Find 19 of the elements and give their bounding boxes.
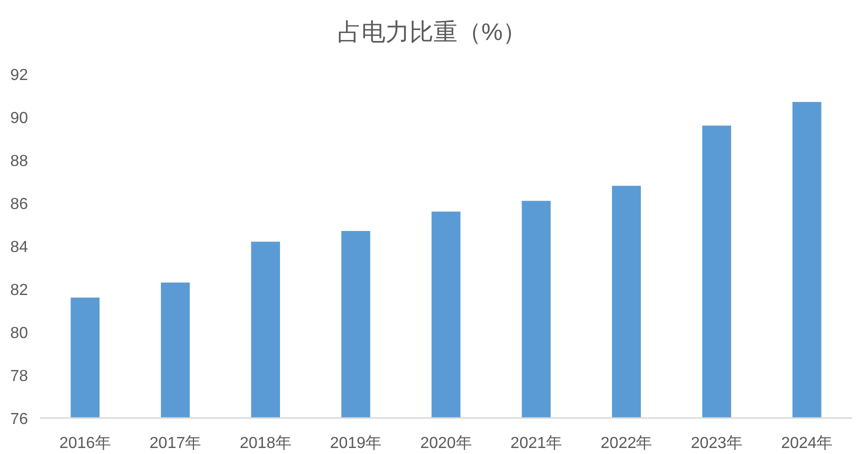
y-tick-label: 78 <box>10 368 28 385</box>
y-tick-label: 88 <box>10 153 28 170</box>
y-tick-label: 92 <box>10 67 28 84</box>
x-tick-label: 2016年 <box>59 435 111 452</box>
x-tick-label: 2020年 <box>420 435 472 452</box>
y-tick-label: 86 <box>10 196 28 213</box>
chart-title: 占电力比重（%） <box>337 19 527 46</box>
x-tick-label: 2024年 <box>781 435 833 452</box>
y-tick-label: 80 <box>10 325 28 342</box>
x-tick-label: 2018年 <box>240 435 292 452</box>
x-tick-label: 2021年 <box>510 435 562 452</box>
x-tick-label: 2017年 <box>150 435 202 452</box>
y-tick-label: 76 <box>10 411 28 428</box>
y-tick-label: 82 <box>10 282 28 299</box>
y-tick-label: 84 <box>10 239 28 256</box>
y-tick-label: 90 <box>10 110 28 127</box>
x-tick-label: 2023年 <box>690 435 742 452</box>
x-tick-label: 2019年 <box>330 435 382 452</box>
x-tick-label: 2022年 <box>600 435 652 452</box>
